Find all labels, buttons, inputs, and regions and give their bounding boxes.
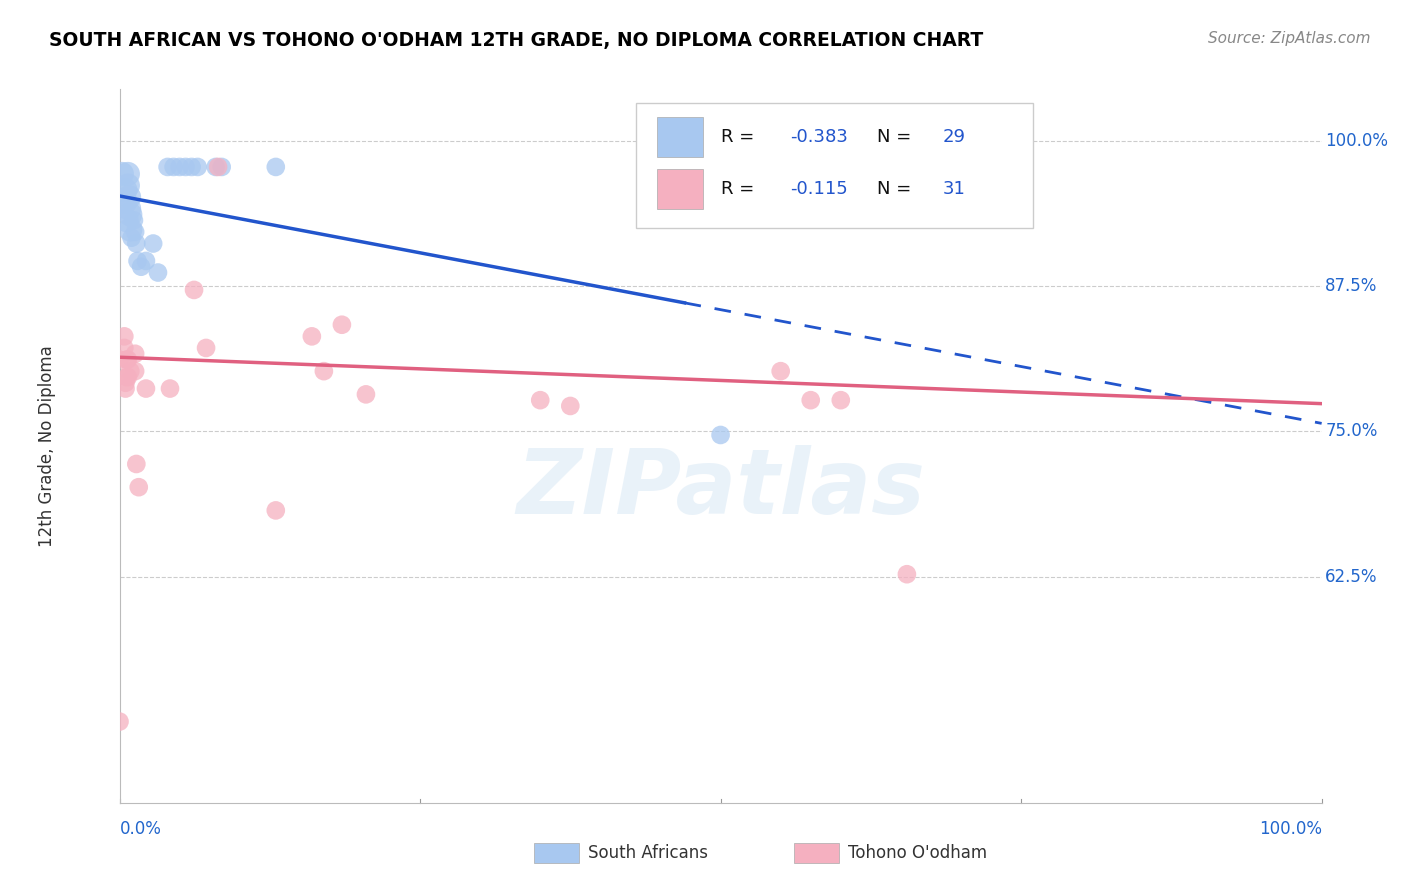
Point	[180, 160, 202, 174]
Point	[301, 329, 323, 343]
Text: 100.0%: 100.0%	[1326, 132, 1388, 151]
Bar	[534, 843, 579, 863]
Point	[709, 428, 731, 442]
Point	[124, 225, 146, 239]
Point	[120, 222, 142, 236]
Text: 62.5%: 62.5%	[1326, 567, 1378, 585]
Bar	[657, 118, 703, 157]
Point	[135, 254, 157, 268]
Text: R =: R =	[720, 180, 759, 198]
Point	[118, 202, 141, 216]
Point	[264, 160, 287, 174]
Text: 87.5%: 87.5%	[1326, 277, 1378, 295]
Point	[156, 160, 179, 174]
Point	[769, 364, 792, 378]
Text: R =: R =	[720, 128, 759, 146]
Bar	[657, 169, 703, 209]
Point	[135, 382, 157, 396]
Text: Tohono O'odham: Tohono O'odham	[848, 844, 987, 862]
Bar	[794, 843, 839, 863]
Text: -0.383: -0.383	[790, 128, 848, 146]
Point	[174, 160, 197, 174]
Text: Source: ZipAtlas.com: Source: ZipAtlas.com	[1208, 31, 1371, 46]
Point	[169, 160, 191, 174]
Text: N =: N =	[877, 180, 917, 198]
Text: N =: N =	[877, 128, 917, 146]
Point	[800, 393, 823, 408]
Point	[146, 266, 169, 280]
Point	[117, 370, 139, 384]
Point	[354, 387, 377, 401]
Point	[115, 352, 138, 367]
Point	[120, 364, 142, 378]
Point	[207, 160, 229, 174]
Point	[896, 567, 918, 582]
Point	[125, 236, 148, 251]
Text: 29: 29	[943, 128, 966, 146]
Text: 31: 31	[943, 180, 966, 198]
Point	[127, 254, 149, 268]
Point	[122, 213, 145, 227]
Point	[115, 370, 138, 384]
Point	[560, 399, 582, 413]
Point	[211, 160, 233, 174]
Point	[529, 393, 551, 408]
Point	[111, 167, 134, 181]
Point	[162, 160, 184, 174]
Text: 0.0%: 0.0%	[120, 821, 162, 838]
Point	[114, 376, 136, 390]
Point	[108, 714, 131, 729]
Point	[124, 347, 146, 361]
Point	[264, 503, 287, 517]
Point	[117, 167, 139, 181]
Point	[204, 160, 226, 174]
Point	[117, 178, 139, 193]
Text: -0.115: -0.115	[790, 180, 848, 198]
Text: SOUTH AFRICAN VS TOHONO O'ODHAM 12TH GRADE, NO DIPLOMA CORRELATION CHART: SOUTH AFRICAN VS TOHONO O'ODHAM 12TH GRA…	[49, 31, 983, 50]
Point	[114, 382, 136, 396]
Point	[118, 190, 141, 204]
Point	[112, 341, 135, 355]
Text: South Africans: South Africans	[588, 844, 707, 862]
Point	[312, 364, 335, 378]
Point	[830, 393, 852, 408]
Point	[125, 457, 148, 471]
Point	[129, 260, 152, 274]
Point	[117, 352, 139, 367]
Point	[114, 194, 136, 209]
FancyBboxPatch shape	[637, 103, 1033, 228]
Text: 12th Grade, No Diploma: 12th Grade, No Diploma	[38, 345, 56, 547]
Point	[121, 231, 143, 245]
Point	[183, 283, 205, 297]
Point	[124, 364, 146, 378]
Text: 100.0%: 100.0%	[1258, 821, 1322, 838]
Point	[159, 382, 181, 396]
Point	[187, 160, 209, 174]
Point	[115, 213, 138, 227]
Point	[330, 318, 353, 332]
Point	[112, 329, 135, 343]
Point	[195, 341, 218, 355]
Text: ZIPatlas: ZIPatlas	[516, 445, 925, 533]
Point	[142, 236, 165, 251]
Point	[120, 207, 142, 221]
Point	[108, 352, 131, 367]
Text: 75.0%: 75.0%	[1326, 423, 1378, 441]
Point	[114, 183, 136, 197]
Point	[128, 480, 150, 494]
